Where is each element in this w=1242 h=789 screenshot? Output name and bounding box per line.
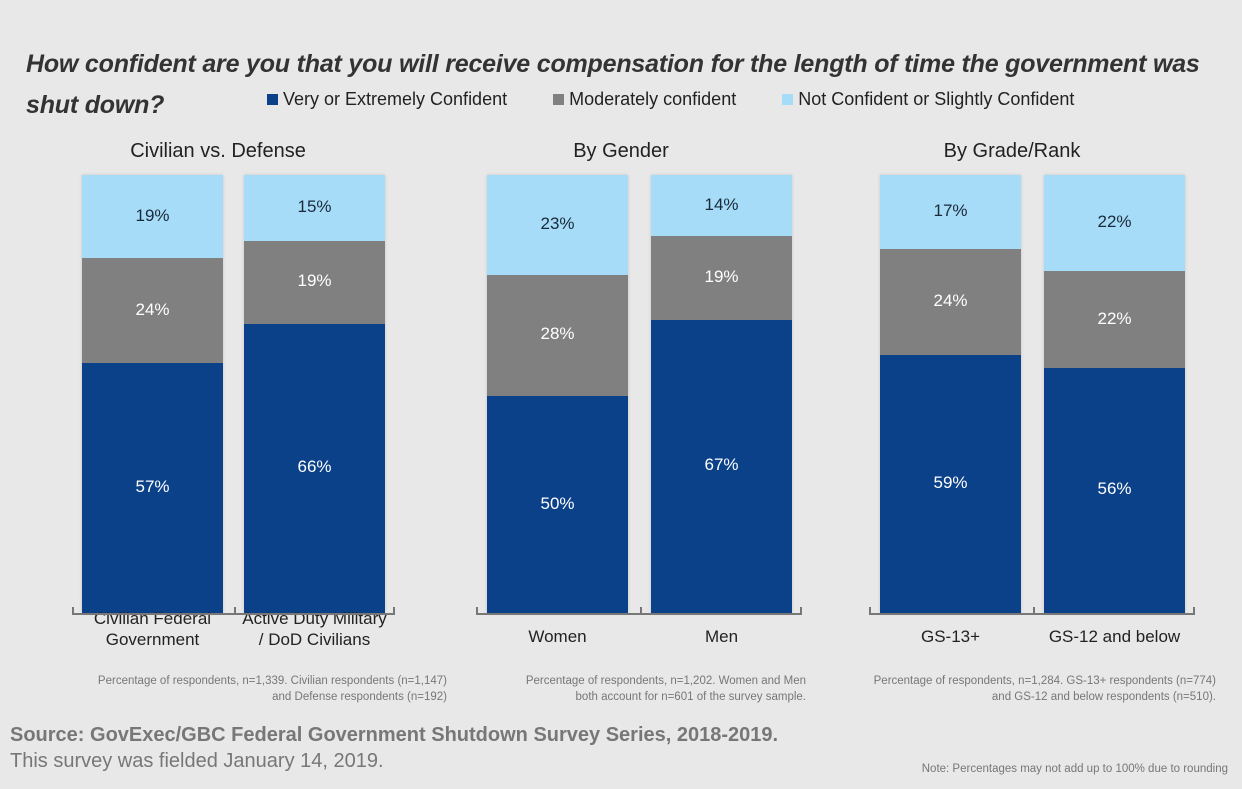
data-label: 56% <box>1097 479 1132 499</box>
source: Source: GovExec/GBC Federal Government S… <box>10 722 778 774</box>
legend-swatch <box>267 94 278 105</box>
legend: Very or Extremely Confident Moderately co… <box>267 89 1120 110</box>
data-label: 57% <box>135 477 170 497</box>
footnote-line: Percentage of respondents, n=1,284. GS-1… <box>873 675 1216 687</box>
stacked-bar: 57% 24% 19% <box>82 175 223 613</box>
x-axis-tick <box>1032 607 1035 615</box>
source-fielded: This survey was fielded January 14, 2019… <box>10 750 384 772</box>
bar-segment-not-confident: 19% <box>82 175 223 259</box>
data-label: 22% <box>1097 212 1132 232</box>
data-label: 14% <box>704 194 739 214</box>
panel-title: Civilian vs. Defense <box>130 140 306 162</box>
category-label: Women <box>467 626 648 647</box>
bar-segment-not-confident: 17% <box>880 175 1021 250</box>
legend-swatch <box>553 94 565 105</box>
stacked-bar: 56% 22% 22% <box>1044 175 1185 613</box>
x-axis-tick <box>800 607 802 615</box>
panel-footnote: Percentage of respondents, n=1,339. Civi… <box>98 673 447 705</box>
bar-segment-not-confident: 23% <box>487 175 628 275</box>
stacked-bar: 59% 24% 17% <box>880 175 1021 613</box>
legend-item: Not Confident or Slightly Confident <box>782 89 1074 110</box>
bar-segment-very-confident: 66% <box>244 323 385 613</box>
data-label: 19% <box>297 271 332 291</box>
bar-segment-moderately-confident: 19% <box>244 240 385 324</box>
data-label: 67% <box>704 455 739 475</box>
x-axis-tick <box>72 607 74 615</box>
legend-swatch <box>782 94 794 105</box>
bar-segment-very-confident: 57% <box>82 363 223 613</box>
panel-title: By Gender <box>573 140 669 162</box>
x-axis-tick <box>233 607 236 615</box>
legend-item: Moderately confident <box>553 89 736 110</box>
bar-segment-not-confident: 22% <box>1044 175 1185 272</box>
stacked-bar: 50% 28% 23% <box>487 175 628 613</box>
data-label: 24% <box>135 299 170 319</box>
data-label: 19% <box>704 266 739 286</box>
data-label: 28% <box>540 324 575 344</box>
panel-footnote: Percentage of respondents, n=1,284. GS-1… <box>874 673 1216 705</box>
legend-item: Very or Extremely Confident <box>267 89 507 110</box>
stacked-bar: 67% 19% 14% <box>651 175 792 613</box>
chart-title: How confident are you that you will rece… <box>26 50 1200 119</box>
rounding-note: Note: Percentages may not add up to 100%… <box>921 763 1228 775</box>
source-title: Source: GovExec/GBC Federal Government S… <box>10 724 779 746</box>
category-label: GS-12 and below <box>1024 626 1205 647</box>
data-label: 17% <box>933 201 968 221</box>
bar-segment-moderately-confident: 22% <box>1044 271 1185 368</box>
bar-segment-moderately-confident: 24% <box>82 258 223 364</box>
bar-segment-moderately-confident: 24% <box>880 249 1021 355</box>
data-label: 59% <box>933 472 968 492</box>
category-label-line: / DoD Civilians <box>258 630 371 649</box>
data-label: 50% <box>540 493 575 513</box>
legend-label: Not Confident or Slightly Confident <box>798 89 1075 109</box>
x-axis-tick <box>1193 607 1195 615</box>
data-label: 15% <box>297 196 332 216</box>
category-label-line: Civilian Federal <box>93 609 212 628</box>
bar-segment-very-confident: 59% <box>880 354 1021 613</box>
x-axis-line <box>869 613 1195 615</box>
bar-segment-very-confident: 67% <box>651 319 792 613</box>
bar-segment-very-confident: 56% <box>1044 367 1185 613</box>
bar-segment-moderately-confident: 28% <box>487 274 628 397</box>
category-label: GS-13+ <box>860 626 1041 647</box>
panel-footnote: Percentage of respondents, n=1,202. Wome… <box>526 673 806 705</box>
x-axis-line <box>476 613 802 615</box>
footnote-line: Percentage of respondents, n=1,202. Wome… <box>525 675 806 687</box>
category-label-line: Women <box>528 627 587 646</box>
category-label-line: Government <box>105 630 200 649</box>
data-label: 24% <box>933 291 968 311</box>
footnote-line: Percentage of respondents, n=1,339. Civi… <box>97 675 447 687</box>
legend-label: Moderately confident <box>569 89 737 109</box>
data-label: 22% <box>1097 308 1132 328</box>
bar-segment-not-confident: 15% <box>244 175 385 241</box>
x-axis-tick <box>476 607 478 615</box>
legend-label: Very or Extremely Confident <box>283 89 508 109</box>
category-label-line: GS-13+ <box>920 627 981 646</box>
category-label: Men <box>631 626 812 647</box>
category-label-line: Men <box>704 627 739 646</box>
footnote-line: and GS-12 and below respondents (n=510). <box>991 691 1216 703</box>
bar-segment-very-confident: 50% <box>487 396 628 613</box>
x-axis-tick <box>393 607 395 615</box>
data-label: 23% <box>540 213 575 233</box>
category-label-line: Active Duty Military <box>242 609 387 628</box>
category-label-line: GS-12 and below <box>1048 627 1181 646</box>
data-label: 19% <box>135 205 170 225</box>
data-label: 66% <box>297 457 332 477</box>
x-axis-tick <box>639 607 642 615</box>
footnote-line: and Defense respondents (n=192) <box>272 691 447 703</box>
footnote-line: both account for n=601 of the survey sam… <box>575 691 806 703</box>
bar-segment-not-confident: 14% <box>651 175 792 237</box>
stacked-bar: 66% 19% 15% <box>244 175 385 613</box>
panel-title: By Grade/Rank <box>943 140 1081 162</box>
bar-segment-moderately-confident: 19% <box>651 236 792 320</box>
x-axis-tick <box>869 607 871 615</box>
